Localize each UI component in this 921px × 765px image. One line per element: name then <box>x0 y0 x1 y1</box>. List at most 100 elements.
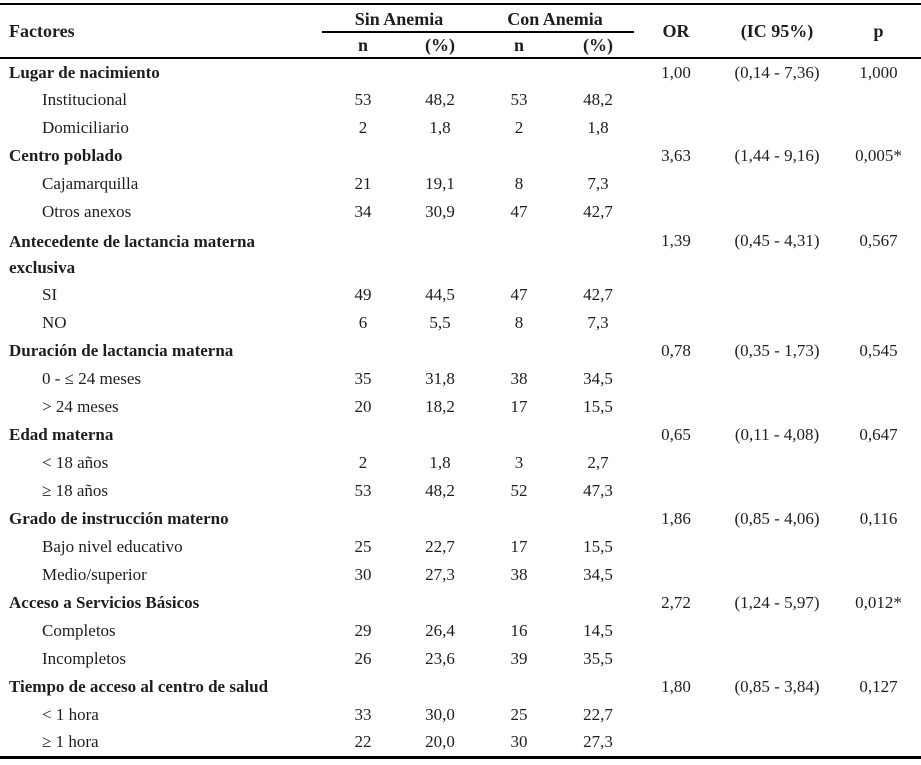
con-anemia-n-value: 8 <box>514 174 524 193</box>
sin-anemia-n-value: 2 <box>358 118 368 137</box>
ic95-value <box>718 281 836 309</box>
sin-anemia-n-value: 26 <box>354 649 372 668</box>
or-value <box>634 533 718 561</box>
table-row: Lugar de nacimiento 1,00 (0,14 - 7,36) 1… <box>0 58 921 86</box>
con-anemia-pct-value <box>562 142 634 170</box>
factor-label: SI <box>42 285 58 304</box>
or-value: 1,86 <box>661 509 691 528</box>
p-value: 0,127 <box>859 677 898 696</box>
sin-anemia-pct-value: 31,8 <box>425 369 455 388</box>
sin-anemia-pct-value: 30,0 <box>425 705 455 724</box>
sin-anemia-pct-value: 27,3 <box>425 565 455 584</box>
p-value <box>836 533 921 561</box>
or-value: 2,72 <box>661 593 691 612</box>
con-anemia-pct-value: 42,7 <box>583 202 613 221</box>
col-header-p: p <box>836 4 921 59</box>
or-value <box>634 617 718 645</box>
ic95-value: (1,44 - 9,16) <box>734 146 820 165</box>
table-row: < 18 años 2 1,8 3 2,7 <box>0 449 921 477</box>
con-anemia-n-value <box>476 505 562 533</box>
or-value <box>634 561 718 589</box>
table-row: Tiempo de acceso al centro de salud 1,80… <box>0 673 921 701</box>
con-anemia-n-value: 3 <box>514 453 524 472</box>
sin-anemia-pct-value: 48,2 <box>425 90 455 109</box>
sin-anemia-n-value <box>322 421 404 449</box>
con-anemia-pct-value <box>562 226 634 281</box>
con-anemia-n-value: 17 <box>510 397 528 416</box>
sin-anemia-pct-value <box>404 589 476 617</box>
factor-label: Domiciliario <box>42 118 129 137</box>
ic95-value: (0,85 - 4,06) <box>734 509 820 528</box>
sin-anemia-pct-value: 48,2 <box>425 481 455 500</box>
con-anemia-n-value <box>476 337 562 365</box>
ic95-value: (0,85 - 3,84) <box>734 677 820 696</box>
col-header-con-n: n <box>476 32 562 59</box>
p-value <box>836 477 921 505</box>
ic95-value: (1,24 - 5,97) <box>734 593 820 612</box>
table-row: Bajo nivel educativo 25 22,7 17 15,5 <box>0 533 921 561</box>
con-anemia-pct-value <box>562 673 634 701</box>
p-value <box>836 393 921 421</box>
table-row: SI 49 44,5 47 42,7 <box>0 281 921 309</box>
or-value: 1,80 <box>661 677 691 696</box>
con-anemia-n-value: 30 <box>510 732 528 752</box>
factor-label: Edad materna <box>9 425 114 444</box>
sin-anemia-pct-value: 1,8 <box>429 453 451 472</box>
con-anemia-n-value: 47 <box>510 285 528 304</box>
p-value <box>836 114 921 142</box>
sin-anemia-pct-value: 5,5 <box>429 313 451 332</box>
table-row: Duración de lactancia materna 0,78 (0,35… <box>0 337 921 365</box>
p-value: 0,647 <box>859 425 898 444</box>
sin-anemia-n-value <box>322 337 404 365</box>
or-value: 1,00 <box>661 62 691 82</box>
table-row: ≥ 18 años 53 48,2 52 47,3 <box>0 477 921 505</box>
sin-anemia-n-value <box>322 589 404 617</box>
ic95-value <box>718 617 836 645</box>
ic95-value <box>718 561 836 589</box>
con-anemia-pct-value: 48,2 <box>583 90 613 109</box>
p-value <box>836 561 921 589</box>
sin-anemia-pct-value <box>404 337 476 365</box>
p-value <box>836 198 921 226</box>
ic95-value <box>718 701 836 729</box>
sin-anemia-n-value: 53 <box>354 481 372 500</box>
or-value <box>634 281 718 309</box>
col-header-con-pct: (%) <box>562 32 635 59</box>
con-anemia-pct-value: 2,7 <box>587 453 609 472</box>
factor-label: ≥ 18 años <box>42 481 108 500</box>
p-value <box>836 309 921 337</box>
con-anemia-pct-value: 15,5 <box>583 537 613 556</box>
factor-label: Duración de lactancia materna <box>9 341 234 360</box>
or-value <box>634 701 718 729</box>
factor-label: Cajamarquilla <box>42 174 139 193</box>
col-header-sin-n: n <box>322 32 404 59</box>
con-anemia-pct-value: 22,7 <box>583 705 613 724</box>
factor-label: Tiempo de acceso al centro de salud <box>9 677 269 696</box>
con-anemia-pct-value: 15,5 <box>583 397 613 416</box>
table-row: Grado de instrucción materno 1,86 (0,85 … <box>0 505 921 533</box>
table-row: Antecedente de lactancia materna exclusi… <box>0 226 921 281</box>
factor-label: Institucional <box>42 90 127 109</box>
p-value: 0,012* <box>855 593 902 612</box>
con-anemia-n-value <box>476 226 562 281</box>
con-anemia-n-value <box>476 142 562 170</box>
sin-anemia-n-value: 53 <box>354 90 372 109</box>
table-row: Domiciliario 2 1,8 2 1,8 <box>0 114 921 142</box>
ic95-value: (0,14 - 7,36) <box>734 62 820 82</box>
con-anemia-n-value <box>476 58 562 86</box>
p-value: 1,000 <box>859 62 898 82</box>
p-value <box>836 617 921 645</box>
con-anemia-pct-value: 1,8 <box>587 118 609 137</box>
col-header-ic95: (IC 95%) <box>718 4 837 59</box>
con-anemia-n-value: 25 <box>510 705 528 724</box>
con-anemia-pct-value: 42,7 <box>583 285 613 304</box>
col-group-sin-anemia: Sin Anemia <box>322 4 476 33</box>
ic95-value <box>718 449 836 477</box>
sin-anemia-n-value: 22 <box>354 732 372 752</box>
con-anemia-pct-value: 35,5 <box>583 649 613 668</box>
table-row: < 1 hora 33 30,0 25 22,7 <box>0 701 921 729</box>
con-anemia-pct-value: 47,3 <box>583 481 613 500</box>
sin-anemia-pct-value <box>404 226 476 281</box>
factor-label: Incompletos <box>42 649 127 668</box>
